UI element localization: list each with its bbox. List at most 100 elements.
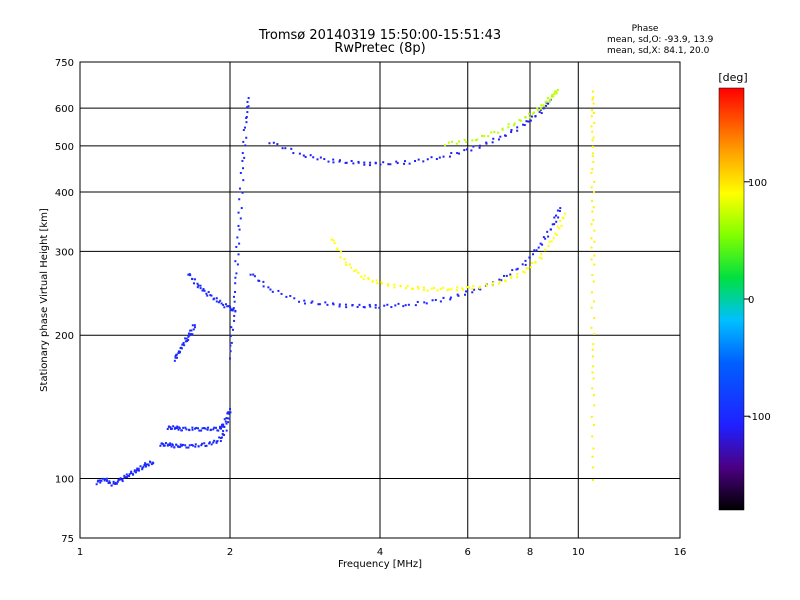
data-point <box>105 479 108 482</box>
data-point <box>235 245 238 248</box>
data-point <box>590 223 593 226</box>
data-point <box>199 287 202 290</box>
data-point <box>510 129 513 132</box>
data-point <box>225 429 228 432</box>
data-point <box>188 334 191 337</box>
data-point <box>528 256 531 259</box>
data-point <box>485 141 488 144</box>
data-point <box>591 479 594 482</box>
data-point <box>397 302 400 305</box>
data-point <box>223 418 226 421</box>
data-point <box>262 280 265 283</box>
data-point <box>476 138 479 141</box>
data-point <box>184 426 187 429</box>
data-point <box>201 442 204 445</box>
data-point <box>112 482 115 485</box>
data-point <box>203 426 206 429</box>
data-point <box>130 470 133 473</box>
data-point <box>395 160 398 163</box>
data-point <box>591 155 594 158</box>
data-point <box>166 444 169 447</box>
data-point <box>219 425 222 428</box>
data-point <box>524 263 527 266</box>
data-point <box>551 223 554 226</box>
data-point <box>207 426 210 429</box>
data-point <box>592 160 595 163</box>
x-tick-label: 1 <box>77 547 83 558</box>
data-point <box>422 160 425 163</box>
data-point <box>393 283 396 286</box>
data-point <box>561 216 564 219</box>
data-point <box>213 439 216 442</box>
data-point <box>471 139 474 142</box>
data-point <box>176 356 179 359</box>
data-point <box>547 235 550 238</box>
data-point <box>426 158 429 161</box>
data-point <box>125 476 128 479</box>
data-point <box>241 159 244 162</box>
data-point <box>215 300 218 303</box>
data-point <box>196 427 199 430</box>
data-point <box>187 446 190 449</box>
data-point <box>553 216 556 219</box>
data-point <box>363 163 366 166</box>
data-point <box>117 478 120 481</box>
y-tick-label: 100 <box>55 475 74 486</box>
data-point <box>591 152 594 155</box>
data-point <box>228 417 231 420</box>
data-point <box>423 301 426 304</box>
data-point <box>592 111 595 114</box>
data-point <box>593 122 596 125</box>
data-point <box>239 171 242 174</box>
data-point <box>530 261 533 264</box>
data-point <box>230 309 233 312</box>
data-point <box>556 225 559 228</box>
data-point <box>430 287 433 290</box>
data-point <box>394 304 397 307</box>
data-point <box>436 289 439 292</box>
data-point <box>227 411 230 414</box>
data-point <box>191 277 194 280</box>
data-point <box>516 129 519 132</box>
data-point <box>119 477 122 480</box>
data-point <box>186 339 189 342</box>
data-point <box>246 111 249 114</box>
data-point <box>272 141 275 144</box>
data-point <box>555 90 558 93</box>
data-point <box>550 95 553 98</box>
data-point <box>590 291 593 294</box>
chart-title: Tromsø 20140319 15:50:00-15:51:43 <box>258 28 501 43</box>
data-point <box>367 277 370 280</box>
data-point <box>591 435 594 438</box>
data-point <box>540 257 543 260</box>
data-point <box>204 427 207 430</box>
data-point <box>138 469 141 472</box>
chart-subtitle: RwPretec (8p) <box>334 41 425 56</box>
data-point <box>133 470 136 473</box>
data-point <box>326 303 329 306</box>
data-point <box>193 324 196 327</box>
data-point <box>244 144 247 147</box>
data-point <box>189 333 192 336</box>
data-point <box>172 425 175 428</box>
data-point <box>164 442 167 445</box>
data-point <box>173 359 176 362</box>
data-point <box>141 468 144 471</box>
data-point <box>236 263 239 266</box>
data-point <box>389 163 392 166</box>
data-point <box>483 135 486 138</box>
data-point <box>497 131 500 134</box>
colorbar-label: [deg] <box>718 71 747 84</box>
data-point <box>338 160 341 163</box>
data-point <box>590 258 593 261</box>
data-point <box>560 224 563 227</box>
data-point <box>416 300 419 303</box>
data-point <box>228 411 231 414</box>
trace-X-F2-multi <box>443 88 559 147</box>
data-point <box>406 285 409 288</box>
data-point <box>386 303 389 306</box>
data-point <box>351 304 354 307</box>
data-point <box>537 246 540 249</box>
data-point <box>362 278 365 281</box>
data-point <box>592 377 595 380</box>
